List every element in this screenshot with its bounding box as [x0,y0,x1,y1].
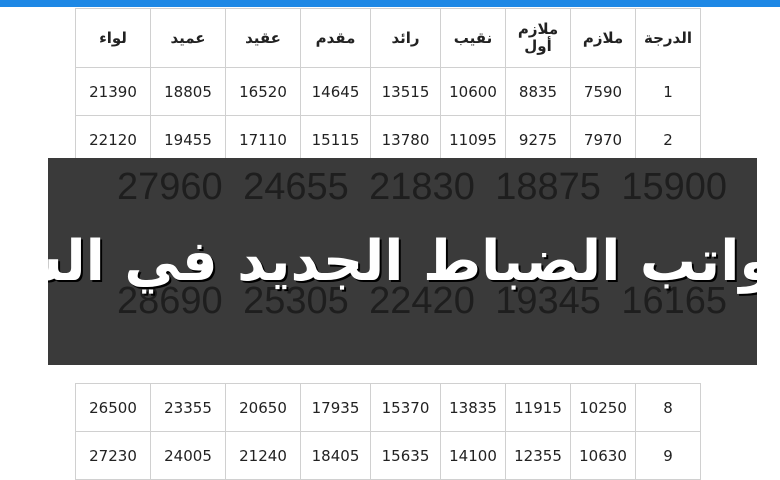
table-cell: 16520 [225,67,301,116]
header-cell: عقيد [225,8,301,68]
table-cell: 15635 [370,431,441,480]
header-cell: ملازم [570,8,636,68]
background-number: 28690 [117,280,223,322]
table-cell: 14645 [300,67,371,116]
table-cell: 15115 [300,115,371,164]
table-cell: 2 [635,115,701,164]
table-row: 9 10630 12355 14100 15635 18405 21240 24005 2723… [75,431,701,480]
table-cell: 7590 [570,67,636,116]
table-cell: 10250 [570,383,636,432]
table-cell: 15370 [370,383,441,432]
table-cell: 17935 [300,383,371,432]
table-cell: 22120 [75,115,151,164]
top-bar [0,0,780,7]
table-cell: 21390 [75,67,151,116]
header-cell: نقيب [440,8,506,68]
table-cell: 11915 [505,383,571,432]
header-cell: ملازم أول [505,8,571,68]
background-number: 27960 [117,166,223,208]
table-cell: 18405 [300,431,371,480]
background-number: 21830 [369,166,475,208]
header-cell: عميد [150,8,226,68]
salary-table-bottom: 8 10250 11915 13835 15370 17935 20650 23355 2650… [75,383,701,480]
table-cell: 1 [635,67,701,116]
background-row: 16165 19345 22420 25305 28690 [117,280,727,323]
table-cell: 23355 [150,383,226,432]
header-row: الدرجة ملازم ملازم أول نقيب رائد مقدم عقيد عميد… [75,8,701,68]
header-cell: رائد [370,8,441,68]
background-number: 16165 [621,280,727,322]
table-cell: 13515 [370,67,441,116]
table-cell: 21240 [225,431,301,480]
table-cell: 9 [635,431,701,480]
table-cell: 18805 [150,67,226,116]
table-cell: 12355 [505,431,571,480]
table-cell: 8 [635,383,701,432]
background-number: 19345 [495,280,601,322]
header-cell: الدرجة [635,8,701,68]
table-cell: 14100 [440,431,506,480]
table-cell: 8835 [505,67,571,116]
table-row: 1 7590 8835 10600 13515 14645 16520 18805 21390 [75,67,701,116]
table-row: 2 7970 9275 11095 13780 15115 17110 19455 22120 [75,115,701,164]
table-cell: 13835 [440,383,506,432]
table-cell: 27230 [75,431,151,480]
table-cell: 26500 [75,383,151,432]
background-number: 25305 [243,280,349,322]
table-cell: 10630 [570,431,636,480]
background-number: 18875 [495,166,601,208]
table-cell: 9275 [505,115,571,164]
background-number: 22420 [369,280,475,322]
banner: 15900 18875 21830 24655 27960 16165 19345 2242… [48,158,757,365]
table-cell: 17110 [225,115,301,164]
table-cell: 24005 [150,431,226,480]
header-cell: مقدم [300,8,371,68]
banner-title: سلم رواتب الضباط الجديد في السعودية [48,229,757,294]
table-cell: 20650 [225,383,301,432]
background-number: 15900 [621,166,727,208]
table-cell: 19455 [150,115,226,164]
table-cell: 10600 [440,67,506,116]
table-cell: 13780 [370,115,441,164]
table-cell: 7970 [570,115,636,164]
table-row: 8 10250 11915 13835 15370 17935 20650 23355 2650… [75,383,701,432]
salary-table-top: الدرجة ملازم ملازم أول نقيب رائد مقدم عقيد عميد… [75,8,701,164]
table-cell: 11095 [440,115,506,164]
header-cell: لواء [75,8,151,68]
background-row: 15900 18875 21830 24655 27960 [117,166,727,209]
background-number: 24655 [243,166,349,208]
